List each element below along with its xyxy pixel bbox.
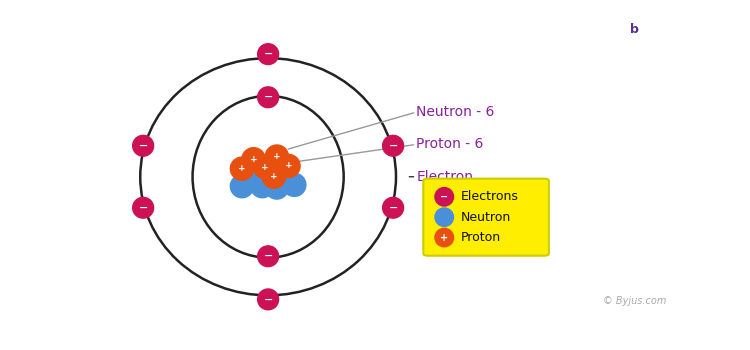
Ellipse shape <box>277 154 300 177</box>
Text: Proton: Proton <box>460 231 501 244</box>
Text: b: b <box>630 23 639 36</box>
Ellipse shape <box>133 135 154 156</box>
Text: +: + <box>440 232 448 243</box>
Text: The Learning App: The Learning App <box>663 48 711 53</box>
Text: −: − <box>139 203 148 213</box>
Ellipse shape <box>254 156 277 179</box>
Ellipse shape <box>382 197 404 218</box>
Text: Neutron: Neutron <box>460 211 511 224</box>
Text: +: + <box>250 155 257 164</box>
Text: +: + <box>273 152 280 161</box>
Ellipse shape <box>262 165 286 188</box>
Text: Electron: Electron <box>416 170 473 184</box>
Ellipse shape <box>133 197 154 218</box>
Ellipse shape <box>266 145 289 168</box>
Ellipse shape <box>382 135 404 156</box>
Ellipse shape <box>258 246 278 267</box>
Text: −: − <box>388 141 398 151</box>
Text: © Byjus.com: © Byjus.com <box>603 295 666 306</box>
Ellipse shape <box>258 44 278 64</box>
Text: −: − <box>263 92 273 102</box>
Text: −: − <box>263 49 273 59</box>
Text: −: − <box>263 251 273 261</box>
Text: +: + <box>270 172 278 181</box>
Text: Proton - 6: Proton - 6 <box>416 138 484 152</box>
Text: BYJU'S: BYJU'S <box>664 23 710 36</box>
Text: +: + <box>285 161 292 170</box>
Ellipse shape <box>242 148 266 171</box>
Text: +: + <box>262 163 269 172</box>
Ellipse shape <box>239 165 262 188</box>
Ellipse shape <box>230 175 254 198</box>
Text: Neutron - 6: Neutron - 6 <box>416 105 495 119</box>
Text: −: − <box>440 192 448 202</box>
Circle shape <box>598 12 671 47</box>
Text: −: − <box>139 141 148 151</box>
Ellipse shape <box>274 164 297 187</box>
Text: Electrons: Electrons <box>460 190 518 203</box>
Ellipse shape <box>230 157 254 180</box>
Ellipse shape <box>435 188 454 206</box>
Ellipse shape <box>258 87 278 108</box>
FancyBboxPatch shape <box>423 178 549 256</box>
Text: +: + <box>238 164 246 173</box>
Text: −: − <box>388 203 398 213</box>
Ellipse shape <box>266 176 289 199</box>
Ellipse shape <box>258 289 278 310</box>
Ellipse shape <box>435 208 454 226</box>
Ellipse shape <box>251 175 274 198</box>
Ellipse shape <box>435 228 454 247</box>
Text: −: − <box>263 294 273 304</box>
Ellipse shape <box>283 173 306 196</box>
